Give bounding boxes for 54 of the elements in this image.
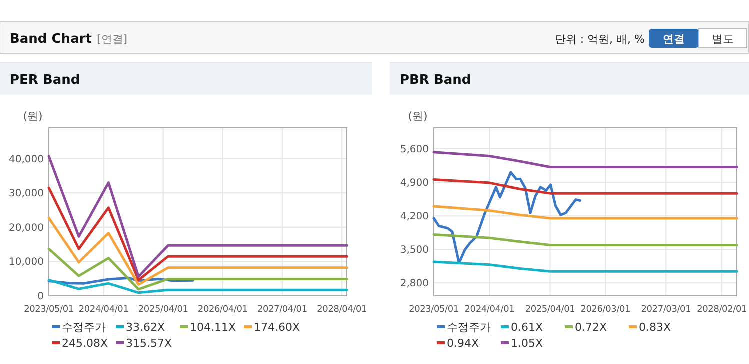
- x-tick-label: 2025/04/01: [138, 305, 188, 315]
- text: 연결: [663, 33, 685, 46]
- legend-label: 0.72X: [575, 321, 608, 334]
- y-axis-title: (원): [408, 110, 428, 123]
- line-series: [432, 233, 738, 247]
- y-tick-label: 2,800: [400, 278, 429, 290]
- legend-label: 수정주가: [447, 321, 491, 334]
- x-tick-label: 2026/03/01: [580, 305, 631, 315]
- line-series: [432, 260, 738, 273]
- line-series: [48, 278, 348, 294]
- x-tick-label: 2024/04/01: [464, 305, 515, 315]
- text: 별도: [712, 33, 734, 46]
- legend-label: 1.05X: [511, 337, 544, 350]
- legend-label: 0.94X: [447, 337, 480, 350]
- x-tick-label: 2028/04/01: [317, 305, 368, 315]
- legend-label: 0.61X: [511, 321, 544, 334]
- y-tick-label: 40,000: [9, 154, 44, 166]
- line-series: [48, 186, 348, 282]
- y-tick-label: 5,600: [400, 144, 429, 156]
- legend-label: 0.83X: [639, 321, 672, 334]
- text: Band Chart: [10, 32, 92, 47]
- chart-title: PER Band: [10, 73, 80, 88]
- x-tick-label: 2026/04/01: [198, 305, 248, 315]
- x-tick-label: 2027/03/01: [641, 305, 692, 315]
- line-series: [432, 171, 582, 264]
- y-tick-label: 4,900: [400, 178, 429, 190]
- x-tick-label: 2028/02/01: [697, 305, 748, 315]
- legend-label: 수정주가: [62, 321, 106, 334]
- y-tick-label: 30,000: [9, 188, 44, 200]
- x-tick-label: 2023/05/01: [409, 305, 459, 315]
- x-tick-label: 2025/04/01: [525, 305, 576, 315]
- x-tick-label: 2027/04/01: [257, 305, 308, 315]
- line-series: [48, 155, 348, 278]
- line-series: [48, 216, 348, 286]
- line-series: [432, 151, 738, 168]
- text: 단위 : 억원, 배, %: [554, 33, 645, 46]
- x-tick-label: 2023/05/01: [24, 305, 74, 315]
- y-tick-label: 4,200: [400, 212, 429, 223]
- y-tick-label: 0: [38, 292, 44, 302]
- line-series: [48, 248, 348, 291]
- y-tick-label: 10,000: [9, 257, 44, 268]
- y-axis-title: (원): [23, 110, 43, 123]
- legend-label: 104.11X: [190, 321, 236, 334]
- legend-label: 174.60X: [254, 321, 300, 334]
- y-tick-label: 3,500: [400, 245, 429, 256]
- line-series: [432, 205, 738, 220]
- chart-title: PBR Band: [400, 73, 472, 88]
- legend-label: 245.08X: [62, 337, 108, 350]
- text: [연결]: [97, 33, 128, 46]
- x-tick-label: 2024/04/01: [78, 305, 129, 315]
- line-series: [432, 178, 738, 195]
- y-tick-label: 20,000: [9, 222, 44, 234]
- legend-label: 315.57X: [126, 337, 172, 350]
- legend-label: 33.62X: [126, 321, 166, 334]
